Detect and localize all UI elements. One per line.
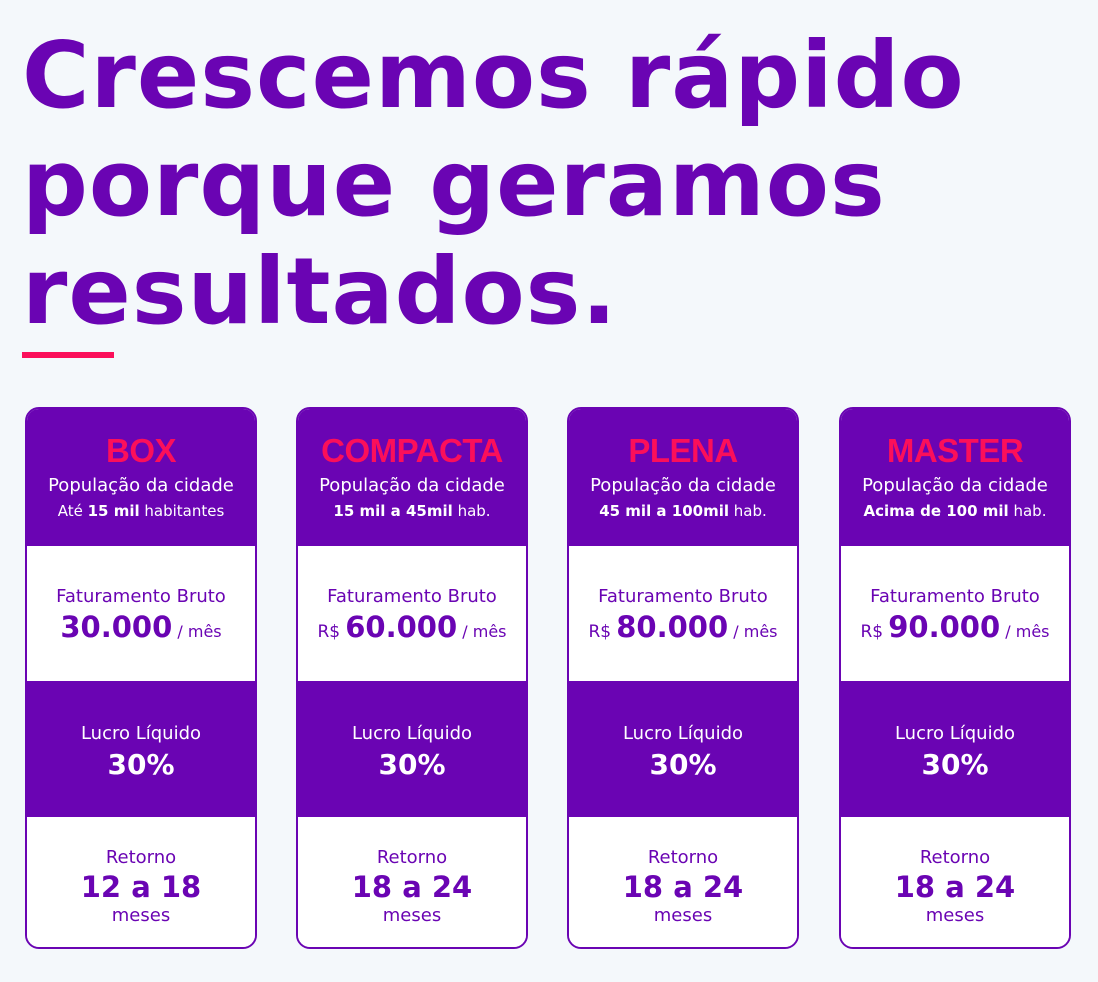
headline-line-3: resultados. bbox=[22, 238, 618, 345]
accent-divider bbox=[22, 352, 114, 358]
revenue-section: Faturamento Bruto 30.000 / mês bbox=[27, 546, 255, 681]
population-label: População da cidade bbox=[590, 475, 776, 496]
revenue-row: R$ 60.000 / mês bbox=[298, 610, 526, 644]
plan-card-compacta: COMPACTA População da cidade 15 mil a 45… bbox=[296, 407, 528, 949]
plan-name: COMPACTA bbox=[321, 432, 503, 469]
plan-name: MASTER bbox=[886, 432, 1024, 469]
population-label: População da cidade bbox=[48, 475, 234, 496]
revenue-value: 90.000 bbox=[888, 610, 1001, 644]
return-section: Retorno 18 a 24 meses bbox=[569, 817, 797, 947]
return-value: 18 a 24 bbox=[351, 870, 473, 904]
population-bold: Acima de 100 mil bbox=[863, 502, 1009, 520]
revenue-value: 60.000 bbox=[345, 610, 458, 644]
revenue-section: Faturamento Bruto R$ 90.000 / mês bbox=[841, 546, 1069, 681]
return-value: 18 a 24 bbox=[622, 870, 744, 904]
return-label: Retorno bbox=[919, 847, 991, 868]
profit-value: 30% bbox=[107, 748, 175, 781]
revenue-unit: / mês bbox=[462, 622, 507, 641]
population-bold: 15 mil bbox=[87, 502, 140, 520]
profit-section: Lucro Líquido 30% bbox=[841, 681, 1069, 817]
plan-header: BOX População da cidade Até 15 mil habit… bbox=[27, 409, 255, 546]
population-range: 45 mil a 100mil hab. bbox=[569, 501, 797, 521]
revenue-label: Faturamento Bruto bbox=[327, 586, 497, 607]
revenue-section: Faturamento Bruto R$ 60.000 / mês bbox=[298, 546, 526, 681]
profit-label: Lucro Líquido bbox=[351, 723, 473, 744]
headline-line-2: porque geramos bbox=[22, 130, 886, 237]
return-unit: meses bbox=[925, 905, 985, 926]
plan-header: MASTER População da cidade Acima de 100 … bbox=[841, 409, 1069, 546]
revenue-label: Faturamento Bruto bbox=[56, 586, 226, 607]
revenue-row: R$ 90.000 / mês bbox=[841, 610, 1069, 644]
revenue-label: Faturamento Bruto bbox=[598, 586, 768, 607]
plan-card-box: BOX População da cidade Até 15 mil habit… bbox=[25, 407, 257, 949]
return-section: Retorno 18 a 24 meses bbox=[841, 817, 1069, 947]
return-section: Retorno 12 a 18 meses bbox=[27, 817, 255, 947]
revenue-currency: R$ bbox=[588, 622, 612, 642]
return-label: Retorno bbox=[376, 847, 448, 868]
revenue-currency: R$ bbox=[860, 622, 884, 642]
page-headline: Crescemos rápido porque geramos resultad… bbox=[22, 22, 1082, 346]
return-value: 18 a 24 bbox=[894, 870, 1016, 904]
population-suffix: hab. bbox=[1013, 502, 1047, 520]
profit-label: Lucro Líquido bbox=[622, 723, 744, 744]
profit-label: Lucro Líquido bbox=[894, 723, 1016, 744]
revenue-value: 80.000 bbox=[616, 610, 729, 644]
plan-card-plena: PLENA População da cidade 45 mil a 100mi… bbox=[567, 407, 799, 949]
plan-name: PLENA bbox=[628, 432, 738, 469]
revenue-unit: / mês bbox=[177, 622, 222, 641]
revenue-section: Faturamento Bruto R$ 80.000 / mês bbox=[569, 546, 797, 681]
profit-value: 30% bbox=[921, 748, 989, 781]
return-unit: meses bbox=[111, 905, 171, 926]
population-label: População da cidade bbox=[862, 475, 1048, 496]
headline-line-1: Crescemos rápido bbox=[22, 22, 965, 129]
return-unit: meses bbox=[653, 905, 713, 926]
profit-label: Lucro Líquido bbox=[80, 723, 202, 744]
return-section: Retorno 18 a 24 meses bbox=[298, 817, 526, 947]
return-unit: meses bbox=[382, 905, 442, 926]
revenue-currency: R$ bbox=[317, 622, 341, 642]
plan-header: COMPACTA População da cidade 15 mil a 45… bbox=[298, 409, 526, 546]
profit-section: Lucro Líquido 30% bbox=[569, 681, 797, 817]
plan-name: BOX bbox=[105, 432, 177, 469]
profit-value: 30% bbox=[649, 748, 717, 781]
plan-card-master: MASTER População da cidade Acima de 100 … bbox=[839, 407, 1071, 949]
profit-section: Lucro Líquido 30% bbox=[298, 681, 526, 817]
revenue-label: Faturamento Bruto bbox=[870, 586, 1040, 607]
profit-value: 30% bbox=[378, 748, 446, 781]
population-range: Até 15 mil habitantes bbox=[27, 501, 255, 521]
revenue-value: 30.000 bbox=[60, 610, 173, 644]
revenue-unit: / mês bbox=[1005, 622, 1050, 641]
return-value: 12 a 18 bbox=[80, 870, 202, 904]
population-suffix: habitantes bbox=[144, 502, 225, 520]
population-label: População da cidade bbox=[319, 475, 505, 496]
revenue-row: R$ 80.000 / mês bbox=[569, 610, 797, 644]
population-range: Acima de 100 mil hab. bbox=[841, 501, 1069, 521]
population-range: 15 mil a 45mil hab. bbox=[298, 501, 526, 521]
population-bold: 15 mil a 45mil bbox=[333, 502, 453, 520]
return-label: Retorno bbox=[647, 847, 719, 868]
population-bold: 45 mil a 100mil bbox=[599, 502, 730, 520]
population-prefix: Até bbox=[57, 502, 83, 520]
population-suffix: hab. bbox=[457, 502, 491, 520]
revenue-row: 30.000 / mês bbox=[27, 610, 255, 644]
profit-section: Lucro Líquido 30% bbox=[27, 681, 255, 817]
revenue-unit: / mês bbox=[733, 622, 778, 641]
plan-header: PLENA População da cidade 45 mil a 100mi… bbox=[569, 409, 797, 546]
population-suffix: hab. bbox=[733, 502, 767, 520]
return-label: Retorno bbox=[105, 847, 177, 868]
